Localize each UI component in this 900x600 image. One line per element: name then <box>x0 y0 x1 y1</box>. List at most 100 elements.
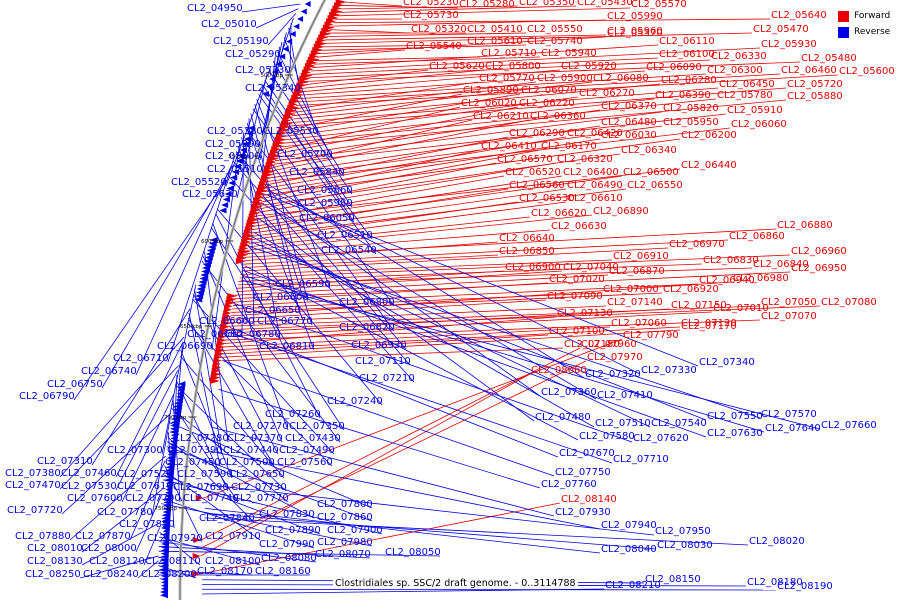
reverse-gene-label: CL2_07920 <box>147 533 203 544</box>
reverse-leader-line <box>161 498 315 549</box>
forward-gene-arrow <box>192 571 201 577</box>
forward-gene-arrow <box>195 495 204 501</box>
reverse-gene-label: CL2_07350 <box>289 421 345 432</box>
forward-leader-line <box>275 111 663 162</box>
forward-gene-label: CL2_06500 <box>623 167 679 178</box>
reverse-gene-label: CL2_07800 <box>317 499 373 510</box>
forward-gene-label: CL2_06090 <box>646 62 702 73</box>
reverse-gene-label: CL2_07340 <box>699 357 755 368</box>
reverse-gene-label: CL2_05340 <box>245 83 301 94</box>
forward-gene-label: CL2_07170 <box>681 321 737 332</box>
reverse-leader-line <box>210 227 345 431</box>
forward-gene-label: CL2_05620 <box>429 61 485 72</box>
forward-gene-label: CL2_07150 <box>671 300 727 311</box>
reverse-leader-line <box>241 3 301 13</box>
reverse-gene-arrow <box>262 91 269 97</box>
forward-gene-label: CL2_06890 <box>593 206 649 217</box>
reverse-gene-label: CL2_07260 <box>265 409 321 420</box>
forward-leader-line <box>281 98 717 144</box>
reverse-gene-label: CL2_07440 <box>223 445 279 456</box>
forward-gene-label: CL2_06610 <box>567 193 623 204</box>
forward-gene-arrow <box>225 299 236 306</box>
forward-leader-line <box>251 188 567 234</box>
reverse-leader-line <box>166 446 373 522</box>
reverse-leader-line <box>175 379 229 492</box>
reverse-leader-line <box>161 284 197 455</box>
forward-gene-label: CL2_05780 <box>717 90 773 101</box>
forward-leader-line <box>315 56 481 62</box>
reverse-gene-arrow <box>243 136 251 142</box>
forward-leader-line <box>237 267 753 286</box>
reverse-gene-label: CL2_08170 <box>197 566 253 577</box>
reverse-gene-arrow <box>293 23 300 30</box>
forward-gene-label: CL2_08140 <box>561 494 617 505</box>
reverse-gene-label: CL2_08180 <box>747 577 803 588</box>
reverse-gene-arrow <box>282 46 289 52</box>
reverse-leader-line <box>268 184 585 379</box>
forward-leader-line <box>246 214 593 251</box>
forward-gene-label: CL2_05350 <box>519 0 575 8</box>
forward-leader-line <box>221 347 564 362</box>
forward-gene-label: CL2_06480 <box>601 117 657 128</box>
reverse-gene-arrow <box>233 163 241 170</box>
reverse-gene-label: CL2_07750 <box>555 467 611 478</box>
reverse-gene-label: CL2_05190 <box>213 36 269 47</box>
backbone-arc-inner <box>179 0 326 600</box>
forward-leader-line <box>241 247 669 272</box>
forward-gene-label: CL2_06530 <box>519 193 575 204</box>
forward-gene-label: CL2_06360 <box>530 111 586 122</box>
reverse-leader-line <box>229 327 559 458</box>
forward-leader-line <box>249 201 519 241</box>
reverse-gene-label: CL2_07210 <box>359 373 415 384</box>
forward-gene-arrow <box>219 327 230 333</box>
reverse-gene-label: CL2_07940 <box>601 520 657 531</box>
forward-gene-arrow <box>193 537 202 543</box>
reverse-gene-label: CL2_06740 <box>81 366 137 377</box>
forward-gene-label: CL2_05370 <box>607 28 663 39</box>
forward-gene-label: CL2_05960 <box>607 26 663 37</box>
forward-gene-label: CL2_05990 <box>607 11 663 22</box>
forward-gene-label: CL2_05930 <box>761 39 817 50</box>
reverse-leader-line <box>204 517 749 546</box>
reverse-gene-label: CL2_07760 <box>541 479 597 490</box>
reverse-gene-label: CL2_05500 <box>205 151 261 162</box>
reverse-leader-line <box>204 512 657 550</box>
reverse-gene-label: CL2_07580 <box>579 431 635 442</box>
reverse-gene-label: CL2_06680 <box>187 329 243 340</box>
reverse-gene-label: CL2_07770 <box>233 493 289 504</box>
reverse-leader-line <box>235 303 633 443</box>
reverse-gene-label: CL2_05390 <box>205 139 261 150</box>
forward-gene-label: CL2_05920 <box>561 61 617 72</box>
reverse-gene-label: CL2_05520 <box>171 177 227 188</box>
reverse-leader-line <box>204 507 601 554</box>
forward-leader-line <box>286 93 463 131</box>
forward-leader-line <box>238 263 703 282</box>
forward-gene-label: CL2_06220 <box>519 98 575 109</box>
reverse-leader-line <box>79 555 159 579</box>
forward-leader-line <box>257 162 557 213</box>
reverse-gene-label: CL2_07690 <box>173 482 229 493</box>
reverse-gene-label: CL2_07360 <box>541 387 597 398</box>
reverse-gene-label: CL2_07310 <box>37 456 93 467</box>
forward-leader-line <box>306 61 801 82</box>
reverse-gene-label: CL2_05510 <box>207 164 263 175</box>
reverse-leader-line <box>129 460 166 541</box>
reverse-gene-label: CL2_05980 <box>297 198 353 209</box>
reverse-leader-line <box>267 13 297 46</box>
reverse-gene-arrow <box>194 296 203 303</box>
forward-leader-line <box>324 34 607 41</box>
forward-gene-label: CL2_05820 <box>663 103 719 114</box>
reverse-gene-label: CL2_08120 <box>89 556 145 567</box>
reverse-gene-arrow <box>230 174 238 181</box>
genome-backbone <box>178 0 327 600</box>
reverse-leader-line <box>206 484 655 536</box>
reverse-leader-line <box>243 270 707 438</box>
reverse-leader-line <box>258 94 377 255</box>
forward-gene-label: CL2_06950 <box>791 263 847 274</box>
legend-swatch-forward <box>838 10 849 22</box>
reverse-leader-line <box>158 546 371 559</box>
forward-gene-label: CL2_06340 <box>621 145 677 156</box>
forward-gene-label: CL2_05540 <box>406 41 462 52</box>
forward-gene-label: CL2_05230 <box>403 0 459 8</box>
reverse-gene-label: CL2_07670 <box>559 448 615 459</box>
